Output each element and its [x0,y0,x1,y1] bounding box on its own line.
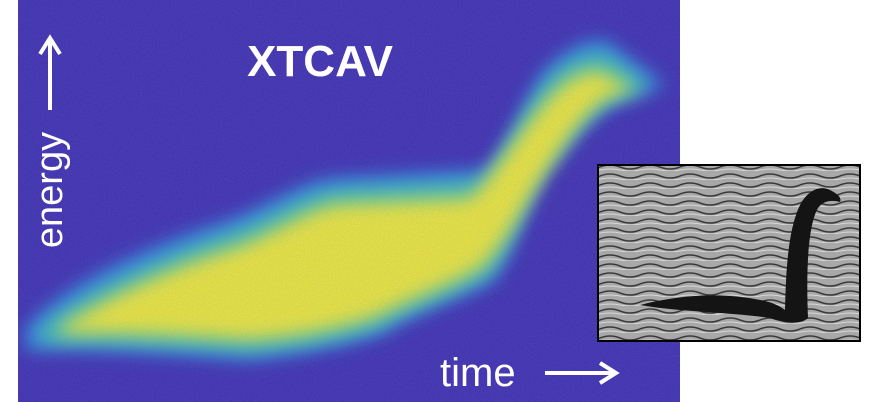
y-axis-label: energy [29,132,71,248]
xtcav-image: XTCAV energy time [18,0,680,402]
figure: XTCAV energy time [0,0,875,402]
image-title: XTCAV [247,37,394,86]
x-axis-label: time [440,351,516,395]
loch-ness-inset [598,165,860,341]
